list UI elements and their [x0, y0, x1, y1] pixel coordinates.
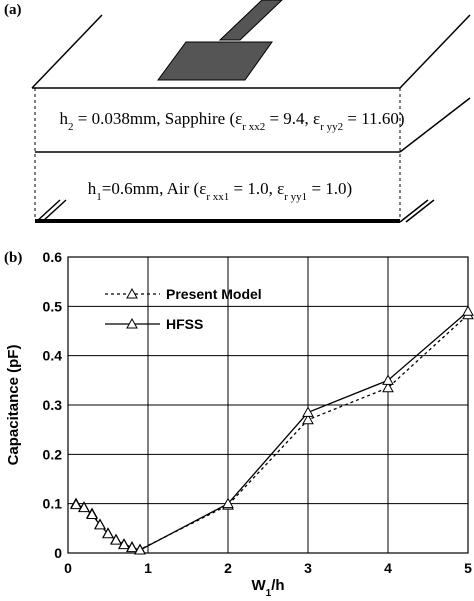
- text-part: = 1.0, ε: [229, 179, 284, 198]
- data-line: [75, 314, 469, 551]
- y-tick-label: 0.2: [43, 446, 63, 462]
- y-tick-label: 0.6: [43, 249, 63, 265]
- marker: [222, 497, 234, 509]
- substrate-diagram: [31, 0, 471, 223]
- y-axis-label: Capacitance (pF): [5, 345, 22, 466]
- text-part: = 9.4, ε: [265, 109, 320, 128]
- subscript: 1: [96, 191, 102, 203]
- y-tick-label: 0: [54, 545, 62, 561]
- x-tick-label: 5: [464, 560, 472, 576]
- x-tick-label: 3: [304, 560, 312, 576]
- subscript: r yy2: [320, 121, 343, 133]
- layer-label: h1=0.6mm, Air (εr xx1 = 1.0, εr yy1 = 1.…: [88, 179, 352, 203]
- plot-frame: [67, 256, 469, 554]
- marker: [70, 498, 82, 510]
- marker: [86, 508, 98, 520]
- y-tick-label: 0.4: [43, 348, 63, 364]
- data-line: [75, 310, 469, 551]
- x-tick-label: 2: [224, 560, 232, 576]
- subscript: r xx2: [242, 121, 265, 133]
- text-part: = 0.038mm, Sapphire (ε: [74, 109, 243, 128]
- marker: [126, 541, 138, 553]
- marker: [382, 381, 394, 393]
- marker: [78, 501, 90, 513]
- y-tick-label: 0.1: [43, 496, 63, 512]
- text-part: =0.6mm, Air (ε: [102, 179, 207, 198]
- marker: [134, 544, 146, 555]
- x-tick-label: 1: [144, 560, 152, 576]
- marker: [118, 538, 130, 550]
- text-part: /h: [271, 577, 284, 594]
- panel-label: (b): [4, 250, 22, 266]
- y-tick-label: 0.3: [43, 397, 63, 413]
- x-tick-label: 4: [384, 560, 392, 576]
- marker: [382, 374, 394, 385]
- x-axis-label: W1/h: [251, 577, 284, 599]
- marker: [94, 518, 106, 530]
- text-part: h: [60, 109, 69, 128]
- marker: [302, 406, 314, 417]
- layer-label: h2 = 0.038mm, Sapphire (εr xx2 = 9.4, εr…: [60, 109, 405, 133]
- subscript: 1: [266, 588, 272, 599]
- text-part: W: [251, 577, 266, 594]
- subscript: r xx1: [206, 191, 229, 203]
- x-tick-label: 0: [64, 560, 72, 576]
- marker: [110, 534, 122, 545]
- subscript: r yy1: [284, 191, 307, 203]
- text-part: h: [88, 179, 97, 198]
- chart: 0 0.1 0.2 0.3 0.4 0.5 0.6 0 1 2 3 4 5 Present Model HF…: [43, 249, 474, 576]
- legend-label: HFSS: [166, 316, 203, 332]
- legend-marker: [126, 317, 138, 329]
- panel-label: (a): [4, 2, 22, 18]
- marker: [102, 527, 114, 539]
- subscript: 2: [68, 121, 74, 133]
- marker: [302, 413, 314, 425]
- y-tick-label: 0.5: [43, 298, 63, 314]
- marker: [462, 305, 474, 316]
- legend-marker: [126, 287, 138, 299]
- text-part: = 1.0): [307, 179, 352, 198]
- legend-label: Present Model: [166, 286, 262, 302]
- text-part: = 11.60): [343, 109, 404, 128]
